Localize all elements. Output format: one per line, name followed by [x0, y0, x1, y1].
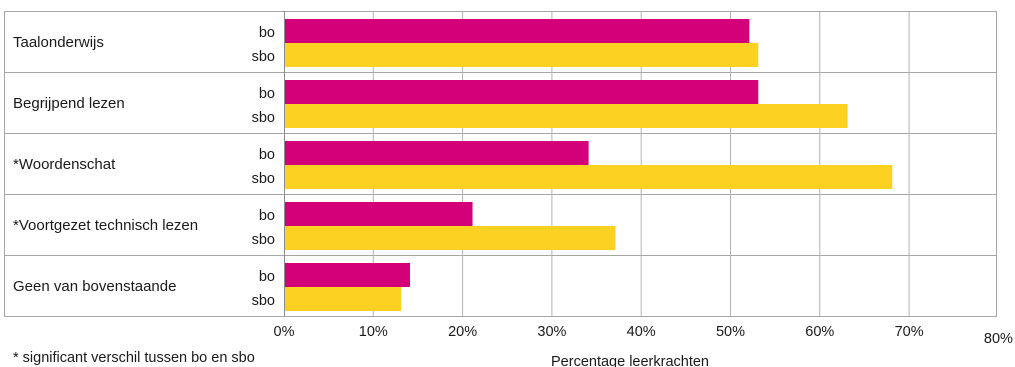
category-label: Geen van bovenstaande	[13, 278, 176, 295]
bar-sbo	[285, 43, 759, 67]
category-label: Begrijpend lezen	[13, 95, 125, 112]
x-tick-label: 20%	[448, 324, 477, 340]
x-tick-label: 10%	[359, 324, 388, 340]
bar-bo	[285, 202, 473, 226]
bar-bo	[285, 263, 411, 287]
bar-sbo	[285, 104, 848, 128]
x-axis-title: Percentage leerkrachten	[551, 354, 709, 367]
bar-bo	[285, 141, 589, 165]
bar-sbo	[285, 226, 616, 250]
x-tick-label: 50%	[716, 324, 745, 340]
x-tick-label: 40%	[627, 324, 656, 340]
series-label-bo: bo	[259, 25, 275, 41]
bar-bo	[285, 80, 759, 104]
series-label-sbo: sbo	[252, 232, 275, 248]
category-labels: Taalonderwijs Begrijpend lezen *Woordensch…	[13, 34, 198, 295]
x-tick-label: 70%	[895, 324, 924, 340]
series-label-sbo: sbo	[252, 171, 275, 187]
x-tick-label: 60%	[805, 324, 834, 340]
bar-sbo	[285, 165, 893, 189]
series-label-sbo: sbo	[252, 110, 275, 126]
series-label-bo: bo	[259, 208, 275, 224]
x-tick-label: 80%	[984, 331, 1013, 347]
bars	[285, 19, 893, 311]
bar-sbo	[285, 287, 402, 311]
series-labels: bo sbo bo sbo bo sbo bo sbo bo sbo	[252, 25, 275, 309]
series-label-sbo: sbo	[252, 49, 275, 65]
series-label-bo: bo	[259, 269, 275, 285]
x-tick-label: 30%	[537, 324, 566, 340]
footnote: * significant verschil tussen bo en sbo	[13, 350, 255, 366]
category-label: *Voortgezet technisch lezen	[13, 217, 198, 234]
bar-bo	[285, 19, 750, 43]
series-label-bo: bo	[259, 86, 275, 102]
x-tick-label: 0%	[274, 324, 295, 340]
x-tick-labels: 0% 10% 20% 30% 40% 50% 60% 70% 80%	[274, 324, 1013, 347]
series-label-sbo: sbo	[252, 293, 275, 309]
category-label: *Woordenschat	[13, 156, 116, 173]
category-label: Taalonderwijs	[13, 34, 104, 51]
chart-frame	[4, 11, 997, 317]
series-label-bo: bo	[259, 147, 275, 163]
